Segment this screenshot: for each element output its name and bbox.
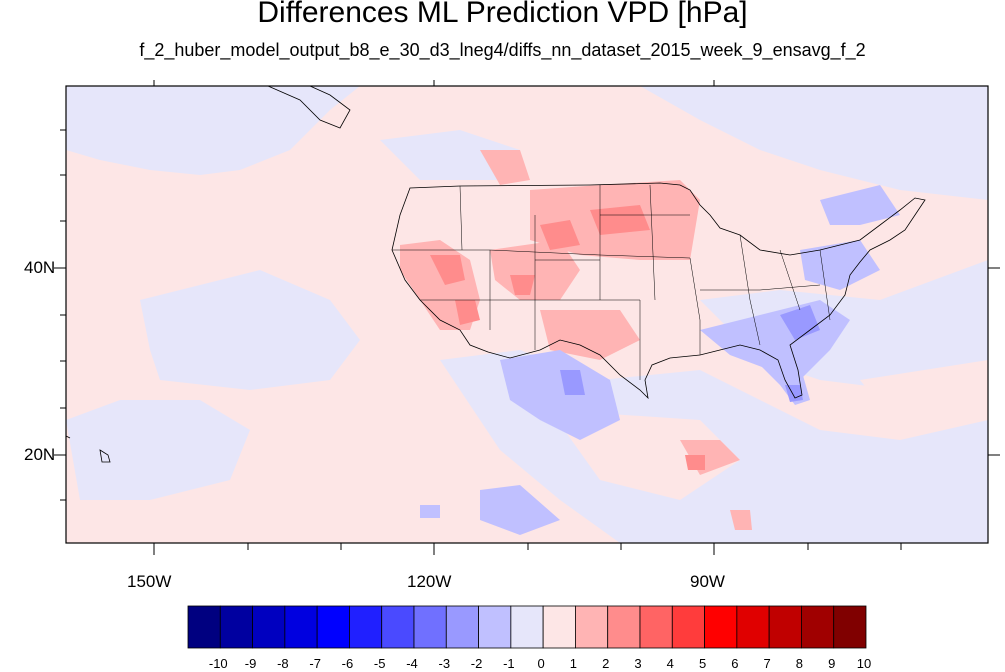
colorbar-swatch [607,605,641,649]
colorbar-label: 5 [698,656,707,671]
strong-negative-anomalies [560,305,820,402]
map-subtitle: f_2_huber_model_output_b8_e_30_d3_lneg4/… [139,40,866,60]
colorbar-label: 10 [856,656,872,671]
colorbar-swatch [445,605,479,649]
colorbar [187,605,867,649]
colorbar-swatch [704,605,738,649]
colorbar-label: -3 [438,656,451,671]
colorbar-label: -9 [244,656,257,671]
colorbar-swatch [801,605,835,649]
x-tick-90w: 90W [690,572,725,591]
colorbar-swatch [833,605,867,649]
colorbar-label: 8 [795,656,804,671]
colorbar-swatch [349,605,383,649]
map-title: Differences ML Prediction VPD [hPa] [257,0,748,29]
y-tick-40n: 40N [24,258,56,277]
x-tick-150w: 150W [127,572,172,591]
colorbar-label: -1 [503,656,515,671]
colorbar-swatch [671,605,705,649]
colorbar-swatch [219,605,253,649]
colorbar-label: 7 [763,656,771,671]
colorbar-swatch [316,605,350,649]
colorbar-label: 6 [731,656,739,671]
colorbar-label: 3 [634,656,642,671]
colorbar-label: -4 [406,656,418,671]
colorbar-swatch [542,605,576,649]
colorbar-swatch [768,605,802,649]
colorbar-label: -10 [208,656,228,671]
axis-ticks [54,80,1000,555]
colorbar-label: 2 [602,656,610,671]
colorbar-swatch [736,605,770,649]
colorbar-swatch [187,605,221,649]
colorbar-swatch [478,605,512,649]
colorbar-label: 4 [666,656,674,671]
y-tick-20n: 20N [24,445,56,464]
colorbar-swatch [252,605,286,649]
colorbar-swatch [284,605,318,649]
colorbar-label: -6 [341,656,354,671]
colorbar-swatch [381,605,415,649]
colorbar-swatch [413,605,447,649]
colorbar-label: -5 [373,656,386,671]
x-tick-120w: 120W [407,572,452,591]
colorbar-label: -7 [309,656,321,671]
state-borders [392,184,831,380]
colorbar-label: -2 [470,656,483,671]
colorbar-swatch [510,605,544,649]
colorbar-label: 9 [828,656,836,671]
strong-positive-anomalies [430,205,705,470]
colorbar-label: 1 [569,656,578,671]
colorbar-swatch [639,605,673,649]
coastlines [65,85,926,463]
positive-ocean-regions [550,360,988,500]
colorbar-swatch [575,605,609,649]
colorbar-label: -8 [277,656,289,671]
colorbar-label: 0 [537,656,545,671]
